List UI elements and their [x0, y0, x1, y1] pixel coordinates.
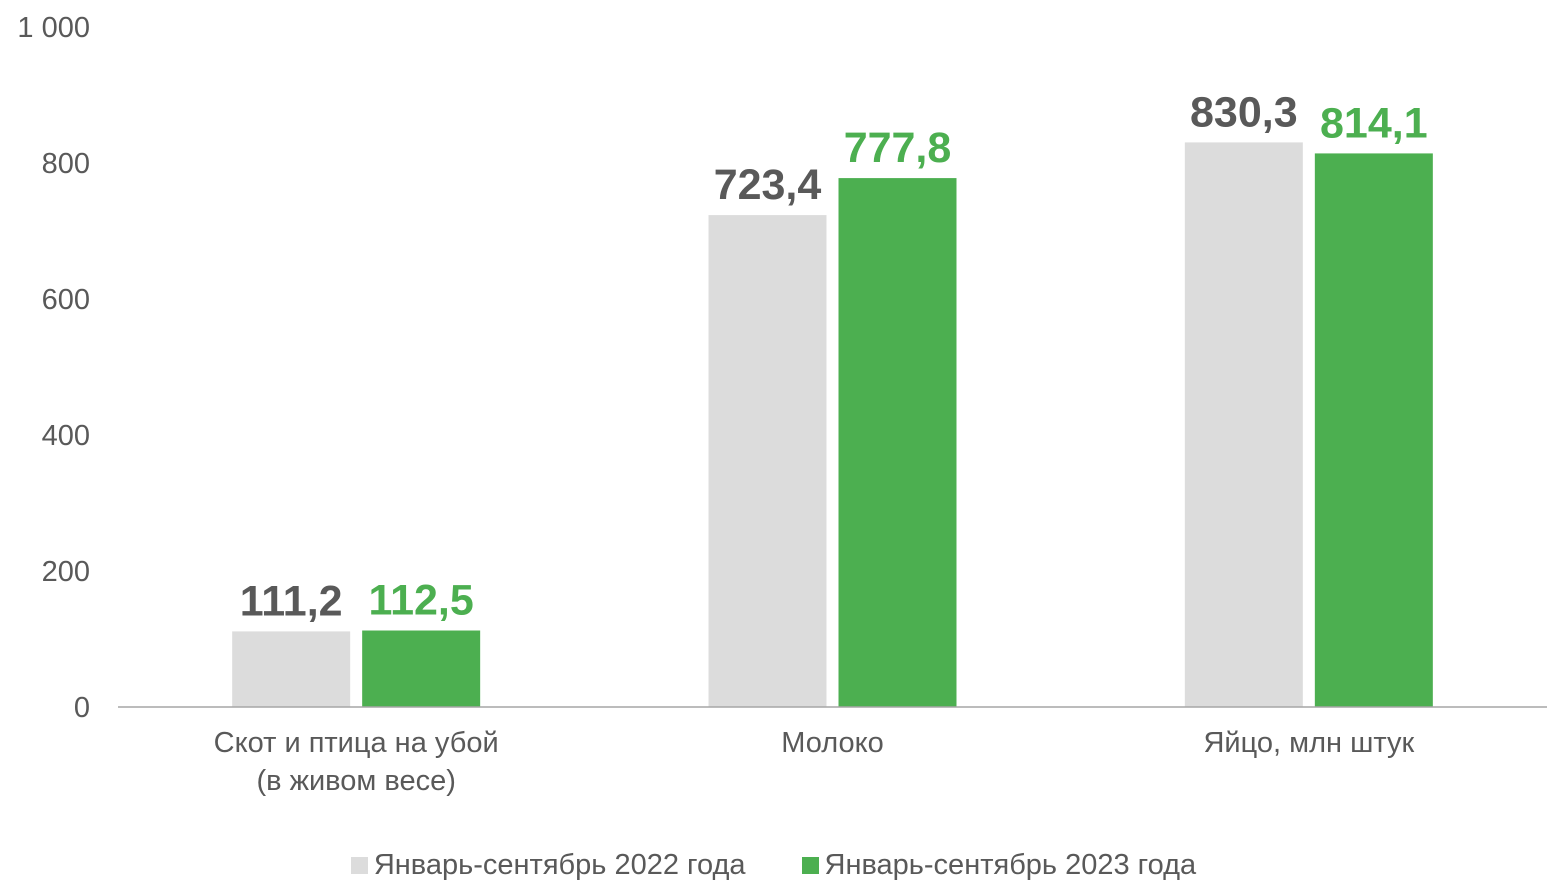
legend-item-2023: Январь-сентябрь 2023 года — [801, 848, 1197, 882]
y-tick-label: 800 — [42, 148, 90, 180]
bar-2022 — [232, 631, 351, 707]
data-label-2023: 112,5 — [369, 577, 474, 625]
y-axis: 0 200 400 600 800 1 000 — [17, 12, 90, 724]
y-tick-label: 600 — [42, 284, 90, 316]
data-label-2022: 723,4 — [714, 161, 822, 209]
data-label-2023: 777,8 — [844, 124, 952, 172]
legend: Январь-сентябрь 2022 года Январь-сентябр… — [0, 848, 1547, 882]
x-category-label: Яйцо, млн штук — [1203, 727, 1414, 759]
legend-label-2023: Январь-сентябрь 2023 года — [824, 848, 1197, 881]
data-label-2022: 111,2 — [240, 577, 343, 625]
legend-swatch-2023 — [801, 856, 819, 874]
x-axis: Скот и птица на убой (в живом весе) Молоко… — [118, 706, 1547, 797]
data-labels: 111,2 112,5 723,4 777,8 830,3 814,1 — [240, 88, 1428, 625]
data-label-2023: 814,1 — [1320, 99, 1428, 147]
x-category-label: Скот и птица на убой (в живом весе) — [214, 727, 499, 797]
bars — [232, 142, 1433, 708]
y-tick-label: 1 000 — [17, 12, 90, 44]
bar-2023 — [838, 178, 957, 707]
data-label-2022: 830,3 — [1190, 88, 1298, 136]
bar-2022 — [1184, 142, 1303, 707]
y-tick-label: 200 — [42, 556, 90, 588]
x-category-label: Молоко — [781, 727, 884, 759]
y-tick-label: 400 — [42, 420, 90, 452]
legend-item-2022: Январь-сентябрь 2022 года — [350, 848, 746, 882]
legend-label-2022: Январь-сентябрь 2022 года — [373, 848, 746, 881]
bar-2023 — [1314, 153, 1433, 708]
y-tick-label: 0 — [74, 692, 90, 724]
legend-swatch-2022 — [350, 856, 368, 874]
bar-2022 — [708, 215, 827, 707]
bar-2023 — [362, 630, 481, 707]
